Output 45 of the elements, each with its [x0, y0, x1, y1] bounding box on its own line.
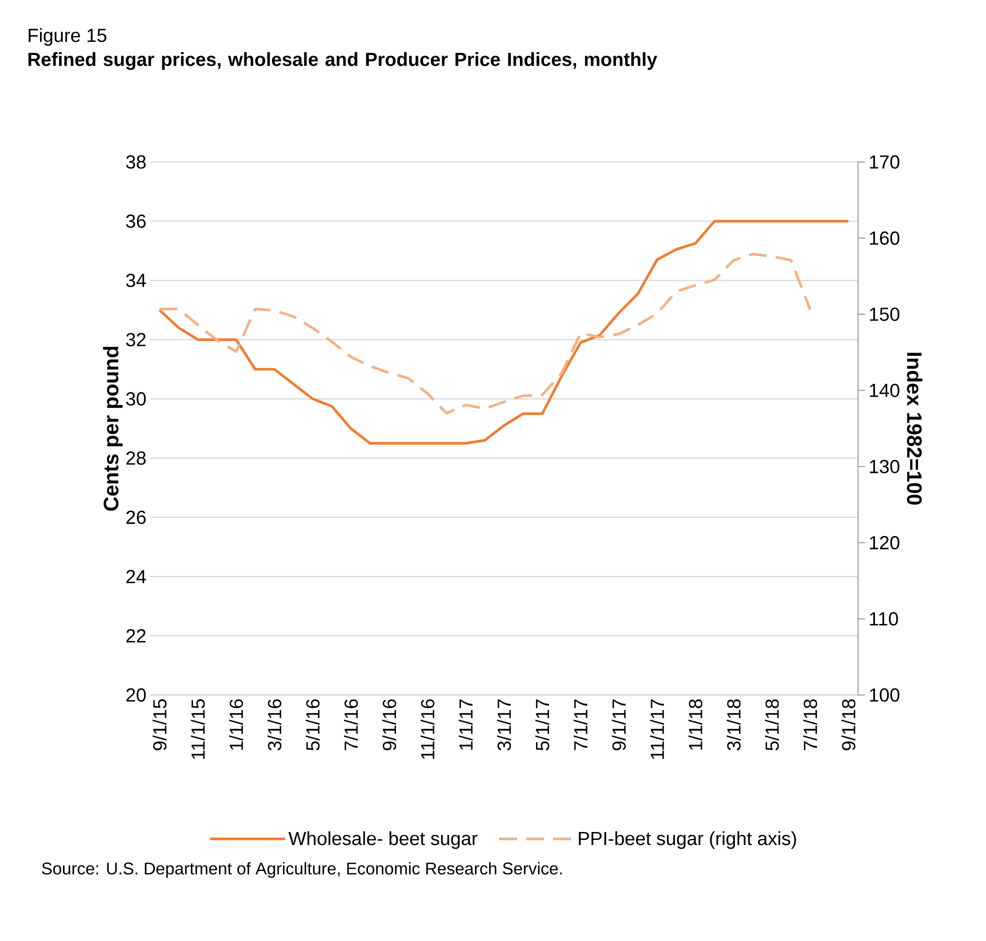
line-series — [158, 252, 812, 415]
y-tick-label: 36 — [126, 214, 146, 228]
x-tick-label: 5/1/16 — [306, 699, 320, 750]
x-tick-label: 9/1/18 — [841, 699, 856, 750]
x-tick-label: 5/1/18 — [764, 699, 779, 750]
y-tick-label: 20 — [126, 688, 146, 702]
y-tick-label: 32 — [126, 332, 146, 346]
y2-axis-title: Index 1982=100 — [906, 352, 922, 505]
y-tick-label: 30 — [126, 392, 146, 406]
x-tick-label: 11/1/15 — [190, 699, 205, 759]
y2-tick-label: 160 — [870, 231, 900, 245]
source-note: Source: U.S. Department of Agriculture, Economic Research Service. — [42, 862, 562, 878]
chart-subtitle: Refined sugar prices, wholesale and Producer Price Indices, monthly — [28, 52, 658, 70]
y2-tick-label: 140 — [870, 384, 900, 398]
y-tick-label: 22 — [126, 629, 146, 642]
x-tick-label: 1/1/16 — [229, 699, 244, 750]
y2-tick-label: 130 — [870, 460, 900, 474]
y-tick-label: 28 — [126, 451, 146, 465]
y-axis-title: Cents per pound — [103, 346, 123, 511]
x-tick-label: 7/1/17 — [574, 699, 588, 750]
legend-label: PPI-beet sugar (right axis) — [578, 831, 796, 849]
y-tick-label: 26 — [126, 510, 146, 524]
x-tick-label: 11/1/16 — [420, 699, 434, 759]
y-tick-label: 24 — [126, 570, 146, 584]
x-tick-label: 7/1/16 — [344, 699, 358, 750]
x-tick-label: 9/1/16 — [382, 699, 396, 750]
y-tick-label: 34 — [126, 274, 146, 288]
y2-tick-label: 170 — [870, 155, 900, 169]
x-tick-label: 3/1/18 — [726, 699, 741, 750]
x-tick-label: 1/1/18 — [688, 699, 702, 750]
x-tick-label: 9/1/15 — [152, 699, 167, 750]
x-tick-label: 9/1/17 — [612, 699, 626, 750]
x-tick-label: 5/1/17 — [535, 699, 550, 750]
x-tick-label: 11/1/17 — [650, 699, 664, 759]
x-tick-label: 3/1/17 — [497, 699, 511, 750]
y2-tick-label: 110 — [870, 612, 898, 626]
x-tick-label: 3/1/16 — [267, 699, 282, 750]
y2-tick-label: 150 — [870, 308, 900, 321]
y-tick-label: 38 — [126, 155, 146, 169]
chart-title: Figure 15 — [28, 28, 106, 46]
y2-tick-label: 120 — [870, 536, 900, 550]
y2-tick-label: 100 — [870, 688, 900, 702]
legend-label: Wholesale- beet sugar — [288, 831, 478, 849]
x-tick-label: 7/1/18 — [803, 699, 818, 750]
x-tick-label: 1/1/17 — [458, 699, 473, 750]
